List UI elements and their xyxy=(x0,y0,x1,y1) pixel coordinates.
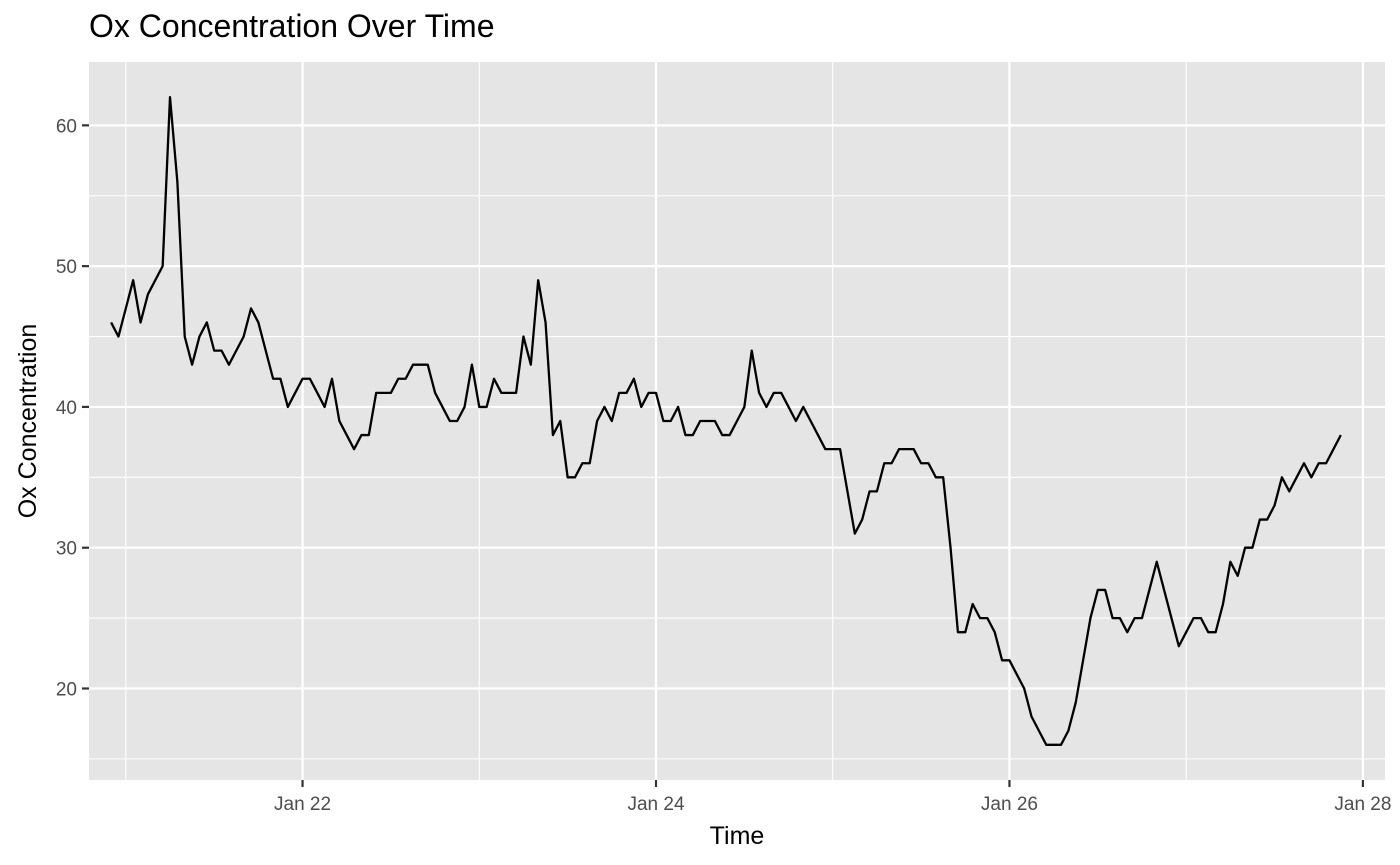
y-tick-label: 50 xyxy=(56,257,77,278)
chart-title: Ox Concentration Over Time xyxy=(89,8,495,44)
grid-minor xyxy=(89,62,1385,780)
x-tick-label: Jan 28 xyxy=(1334,794,1391,815)
y-tick-label: 40 xyxy=(56,398,77,419)
y-axis-title: Ox Concentration xyxy=(14,324,42,519)
y-tick-label: 20 xyxy=(56,679,77,700)
y-tick-label: 30 xyxy=(56,539,77,560)
series-line xyxy=(110,96,1342,746)
x-tick-label: Jan 24 xyxy=(627,794,684,815)
y-axis: 20 30 40 50 60 xyxy=(56,116,89,700)
x-axis: Jan 22 Jan 24 Jan 26 Jan 28 xyxy=(274,780,1391,815)
y-tick-label: 60 xyxy=(56,116,77,137)
x-axis-title: Time xyxy=(710,822,765,850)
x-tick-label: Jan 26 xyxy=(981,794,1038,815)
x-tick-label: Jan 22 xyxy=(274,794,331,815)
